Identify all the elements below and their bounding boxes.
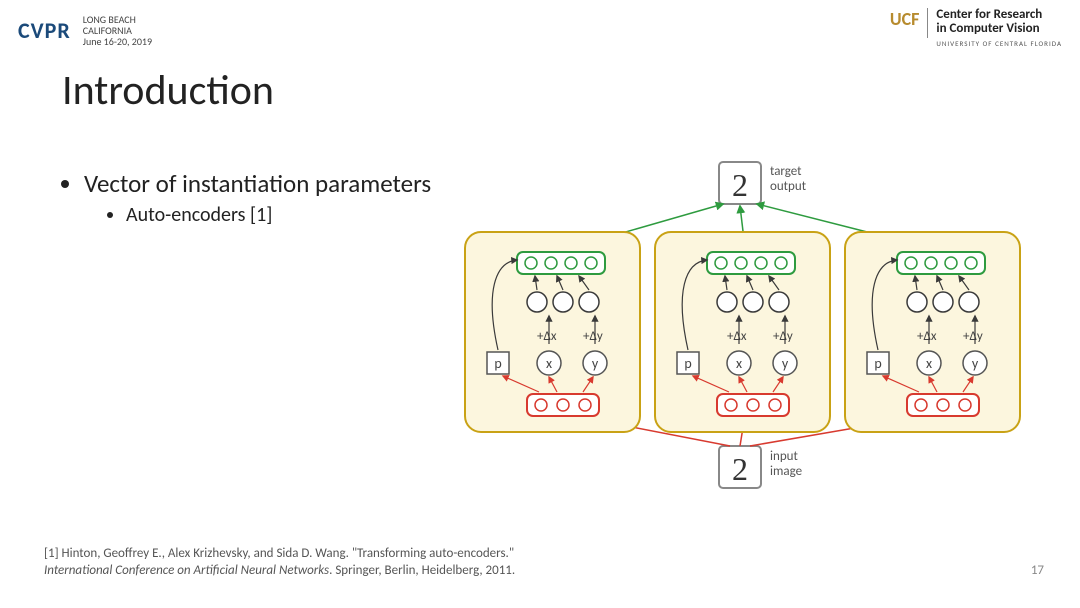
svg-text:p: p — [684, 355, 691, 372]
cvpr-logo: CVPR LONG BEACH CALIFORNIA June 16-20, 2… — [18, 8, 152, 52]
target-output: 2 target output — [719, 162, 807, 204]
page-number: 17 — [1031, 563, 1044, 578]
svg-text:+Δy: +Δy — [583, 329, 603, 344]
input-image: 2 input image — [719, 446, 802, 488]
conf-location: LONG BEACH — [83, 14, 152, 25]
bullet-main: Vector of instantiation parameters Auto-… — [84, 168, 431, 227]
digit-glyph-2: 2 — [732, 451, 748, 487]
svg-text:p: p — [494, 355, 501, 372]
ucf-title-2: in Computer Vision — [936, 22, 1062, 36]
autoencoder-diagram: 2 target output 2 input image gate +Δx +… — [440, 160, 1060, 490]
svg-text:+Δy: +Δy — [963, 329, 983, 344]
ucf-mark: UCF — [890, 8, 920, 30]
citation-line-1: [1] Hinton, Geoffrey E., Alex Krizhevsky… — [44, 546, 515, 563]
target-label-2: output — [770, 179, 807, 194]
capsule: +Δx +Δy p x y — [845, 232, 1020, 432]
svg-text:+Δy: +Δy — [773, 329, 793, 344]
cvpr-mark: CVPR — [18, 17, 71, 44]
svg-text:+Δx: +Δx — [917, 329, 937, 344]
input-label-1: input — [770, 449, 798, 464]
conf-state: CALIFORNIA — [83, 25, 152, 36]
svg-text:p: p — [874, 355, 881, 372]
ucf-text: Center for Research in Computer Vision U… — [936, 8, 1062, 48]
header: CVPR LONG BEACH CALIFORNIA June 16-20, 2… — [18, 8, 1062, 52]
target-label-1: target — [770, 164, 802, 179]
conf-date: June 16-20, 2019 — [83, 36, 152, 47]
svg-text:x: x — [546, 355, 552, 372]
ucf-title-1: Center for Research — [936, 8, 1062, 22]
bullet-main-text: Vector of instantiation parameters — [84, 168, 431, 199]
svg-text:x: x — [736, 355, 742, 372]
bullet-sub: Auto-encoders [1] — [126, 203, 431, 227]
ucf-subtitle: UNIVERSITY OF CENTRAL FLORIDA — [936, 39, 1062, 48]
ucf-logo: UCF Center for Research in Computer Visi… — [890, 8, 1062, 52]
capsule: +Δx +Δy p x y — [465, 232, 640, 432]
cvpr-meta: LONG BEACH CALIFORNIA June 16-20, 2019 — [83, 14, 152, 47]
page-title: Introduction — [62, 65, 274, 116]
digit-glyph: 2 — [732, 167, 748, 203]
svg-text:y: y — [782, 355, 789, 372]
svg-text:+Δx: +Δx — [727, 329, 747, 344]
citation-line-2: International Conference on Artificial N… — [44, 563, 515, 580]
citation: [1] Hinton, Geoffrey E., Alex Krizhevsky… — [44, 546, 515, 580]
svg-text:y: y — [972, 355, 979, 372]
svg-text:+Δx: +Δx — [537, 329, 557, 344]
bullet-list: Vector of instantiation parameters Auto-… — [62, 168, 431, 227]
svg-text:x: x — [926, 355, 932, 372]
divider — [927, 8, 928, 38]
capsule: +Δx +Δy p x y — [655, 232, 830, 432]
svg-text:y: y — [592, 355, 599, 372]
input-label-2: image — [770, 464, 802, 479]
